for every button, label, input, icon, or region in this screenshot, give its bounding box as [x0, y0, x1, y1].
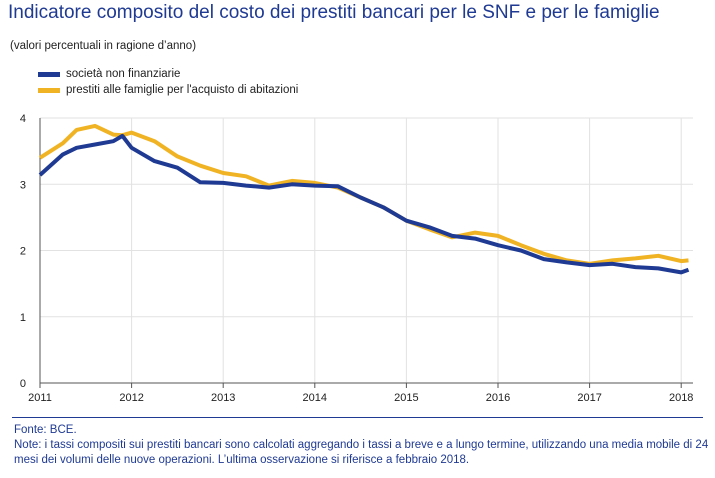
- series-line-0: [38, 133, 690, 275]
- series-line-1: [38, 123, 689, 266]
- x-tick-label: 2012: [119, 392, 143, 404]
- legend-label: prestiti alle famiglie per l'acquisto di…: [66, 84, 299, 96]
- chart-subtitle: (valori percentuali in ragione d’anno): [10, 40, 197, 52]
- x-tick-label: 2017: [577, 392, 601, 404]
- x-tick-label: 2016: [486, 392, 510, 404]
- y-tick-label: 4: [20, 113, 26, 125]
- legend-item-famiglie: prestiti alle famiglie per l'acquisto di…: [38, 84, 298, 96]
- y-tick-label: 1: [20, 312, 26, 324]
- x-tick-label: 2013: [211, 392, 235, 404]
- note-text: Note: i tassi compositi sui prestiti ban…: [14, 439, 709, 466]
- x-tick-label: 2011: [28, 392, 52, 404]
- y-tick-label: 2: [20, 246, 26, 258]
- divider: [12, 417, 703, 418]
- x-tick-label: 2014: [303, 392, 327, 404]
- line-chart: 0 1 2 3 4 2011 2012 2013 2014 2015 2016 2017 2018: [20, 113, 694, 404]
- legend-label: società non finanziarie: [66, 68, 181, 80]
- chart-title: Indicatore composito del costo dei prest…: [8, 2, 660, 23]
- x-tick-label: 2018: [669, 392, 693, 404]
- y-tick-label: 0: [20, 378, 26, 390]
- y-tick-label: 3: [20, 179, 26, 191]
- legend-swatch: [38, 87, 60, 93]
- source-text: Fonte: BCE.: [14, 424, 77, 436]
- footer: Fonte: BCE. Note: i tassi compositi sui …: [14, 423, 714, 468]
- legend-swatch: [38, 71, 60, 77]
- x-tick-label: 2015: [394, 392, 418, 404]
- legend-item-snf: società non finanziarie: [38, 68, 180, 80]
